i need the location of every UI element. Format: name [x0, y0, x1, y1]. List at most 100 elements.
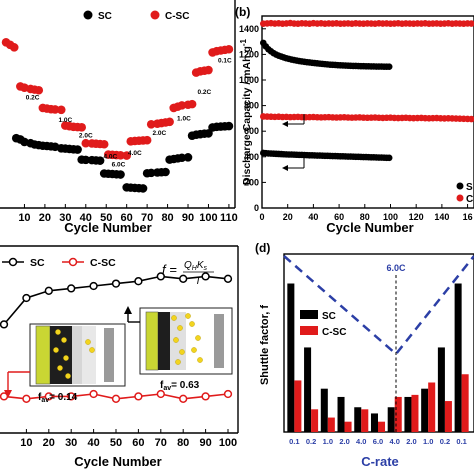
inset-right-coating: [158, 312, 170, 370]
y-tick-label: 800: [244, 101, 259, 111]
x-tick-label: 90: [182, 212, 194, 224]
y-tick-label: 0: [254, 203, 259, 213]
bar: [404, 396, 412, 432]
x-tick-label: 120: [409, 212, 424, 222]
panel-b: (b) Discharge Capacity / mAh g-1 Cycle N…: [235, 5, 474, 235]
bar: [361, 409, 369, 432]
data-point: [81, 138, 91, 148]
rate-label: 4.0C: [103, 153, 117, 160]
rate-label: 4.0C: [128, 150, 142, 157]
x-tick-label: 70: [155, 437, 167, 449]
particle-icon: [89, 347, 95, 353]
bar: [394, 396, 402, 432]
panel-d-crate-profile: [283, 255, 474, 356]
panel-b-frame: [261, 15, 474, 209]
y-tick-label: 400: [244, 152, 259, 162]
category-label: 1.0: [423, 437, 433, 446]
category-label: 0.2: [306, 437, 316, 446]
inset-right-fav: fav= 0.63: [160, 380, 200, 392]
particle-icon: [171, 315, 177, 321]
data-point: [161, 167, 170, 177]
bar: [437, 347, 445, 432]
inset-left-electrolyte: [82, 326, 96, 384]
data-point: [183, 153, 193, 162]
data-point: [224, 121, 234, 131]
bar: [294, 380, 302, 432]
panel-b-legend-s-marker: [456, 182, 464, 190]
data-point: [223, 389, 233, 399]
x-tick-label: 16: [463, 212, 473, 222]
y-tick-label: 1200: [239, 49, 259, 59]
category-label: 4.0: [390, 437, 400, 446]
x-tick-label: 10: [20, 437, 32, 449]
rate-label: 0.2C: [26, 95, 40, 102]
bar: [320, 388, 328, 432]
x-tick-label: 70: [141, 212, 153, 224]
data-point: [89, 389, 98, 399]
connector-left-arrowhead: [4, 390, 12, 398]
x-tick-label: 20: [283, 212, 293, 222]
panel-c-inset-connectors: [4, 306, 140, 398]
panel-a-legend-sc-marker: [83, 10, 93, 20]
data-point: [201, 272, 210, 281]
x-tick-label: 50: [110, 437, 122, 449]
data-point: [177, 153, 187, 163]
panel-c-legend-csc-marker: [68, 257, 78, 267]
data-point: [34, 85, 44, 95]
y-tick-label: 200: [244, 177, 259, 187]
panel-c-inset-right: [139, 307, 233, 375]
data-point: [0, 320, 9, 329]
data-point: [187, 99, 197, 109]
x-tick-label: 140: [434, 212, 449, 222]
particle-icon: [55, 329, 61, 335]
category-label: 4.0: [356, 437, 366, 446]
panel-a-x-ticks: 10 20 30 40 50 60 70 80 90 100 110: [18, 204, 238, 224]
data-point: [44, 392, 53, 401]
formula-lhs: f =: [162, 262, 177, 277]
bar: [354, 407, 362, 432]
data-point: [134, 277, 143, 286]
x-tick-label: 80: [360, 212, 370, 222]
x-tick-label: 60: [121, 212, 133, 224]
formula-denominator: I: [197, 276, 200, 287]
data-point: [116, 170, 125, 179]
bar: [454, 283, 462, 432]
data-point: [111, 394, 121, 403]
rate-label: 1.0C: [177, 116, 191, 123]
particle-icon: [63, 355, 69, 361]
bar: [287, 283, 295, 432]
data-point: [111, 279, 121, 288]
data-point: [385, 154, 393, 162]
data-point: [116, 151, 125, 160]
rate-label: 6.0C: [112, 162, 126, 169]
bar: [411, 394, 419, 432]
data-point: [165, 117, 174, 127]
particle-icon: [185, 313, 191, 319]
data-point: [224, 44, 234, 54]
inset-left-anode: [104, 328, 114, 382]
x-tick-label: 90: [199, 437, 211, 449]
panel-b-xlabel: Cycle Number: [326, 220, 413, 235]
bar: [370, 413, 378, 432]
data-point: [67, 284, 76, 293]
y-tick-label: 1400: [239, 24, 259, 34]
panel-a-rate-labels: 0.2C1.0C2.0C4.0C6.0C4.0C2.0C1.0C0.2C0.1C: [26, 57, 232, 168]
inset-left-particles: [53, 329, 95, 379]
panel-d-legend-csc: C-SC: [322, 327, 346, 338]
panel-b-ticks: 0 20 40 60 80 100 120 140 1602004006008001000120…: [239, 24, 473, 222]
bar: [311, 409, 319, 432]
inset-left-separator: [72, 326, 82, 384]
data-point: [385, 63, 393, 70]
data-point: [204, 65, 213, 75]
data-point: [156, 272, 165, 281]
panel-b-legend-s: S: [466, 182, 473, 193]
x-tick-label: 0: [259, 212, 264, 222]
panel-d-annotation: 6.0C: [386, 263, 406, 273]
data-point: [22, 293, 31, 303]
panel-c-xlabel: Cycle Number: [74, 454, 161, 469]
particle-icon: [179, 349, 185, 355]
panel-d-bars: [287, 283, 469, 432]
panel-b-legend-c: C: [466, 194, 473, 205]
panel-c-formula: f = QHKs I: [162, 260, 214, 287]
data-point: [67, 392, 76, 401]
